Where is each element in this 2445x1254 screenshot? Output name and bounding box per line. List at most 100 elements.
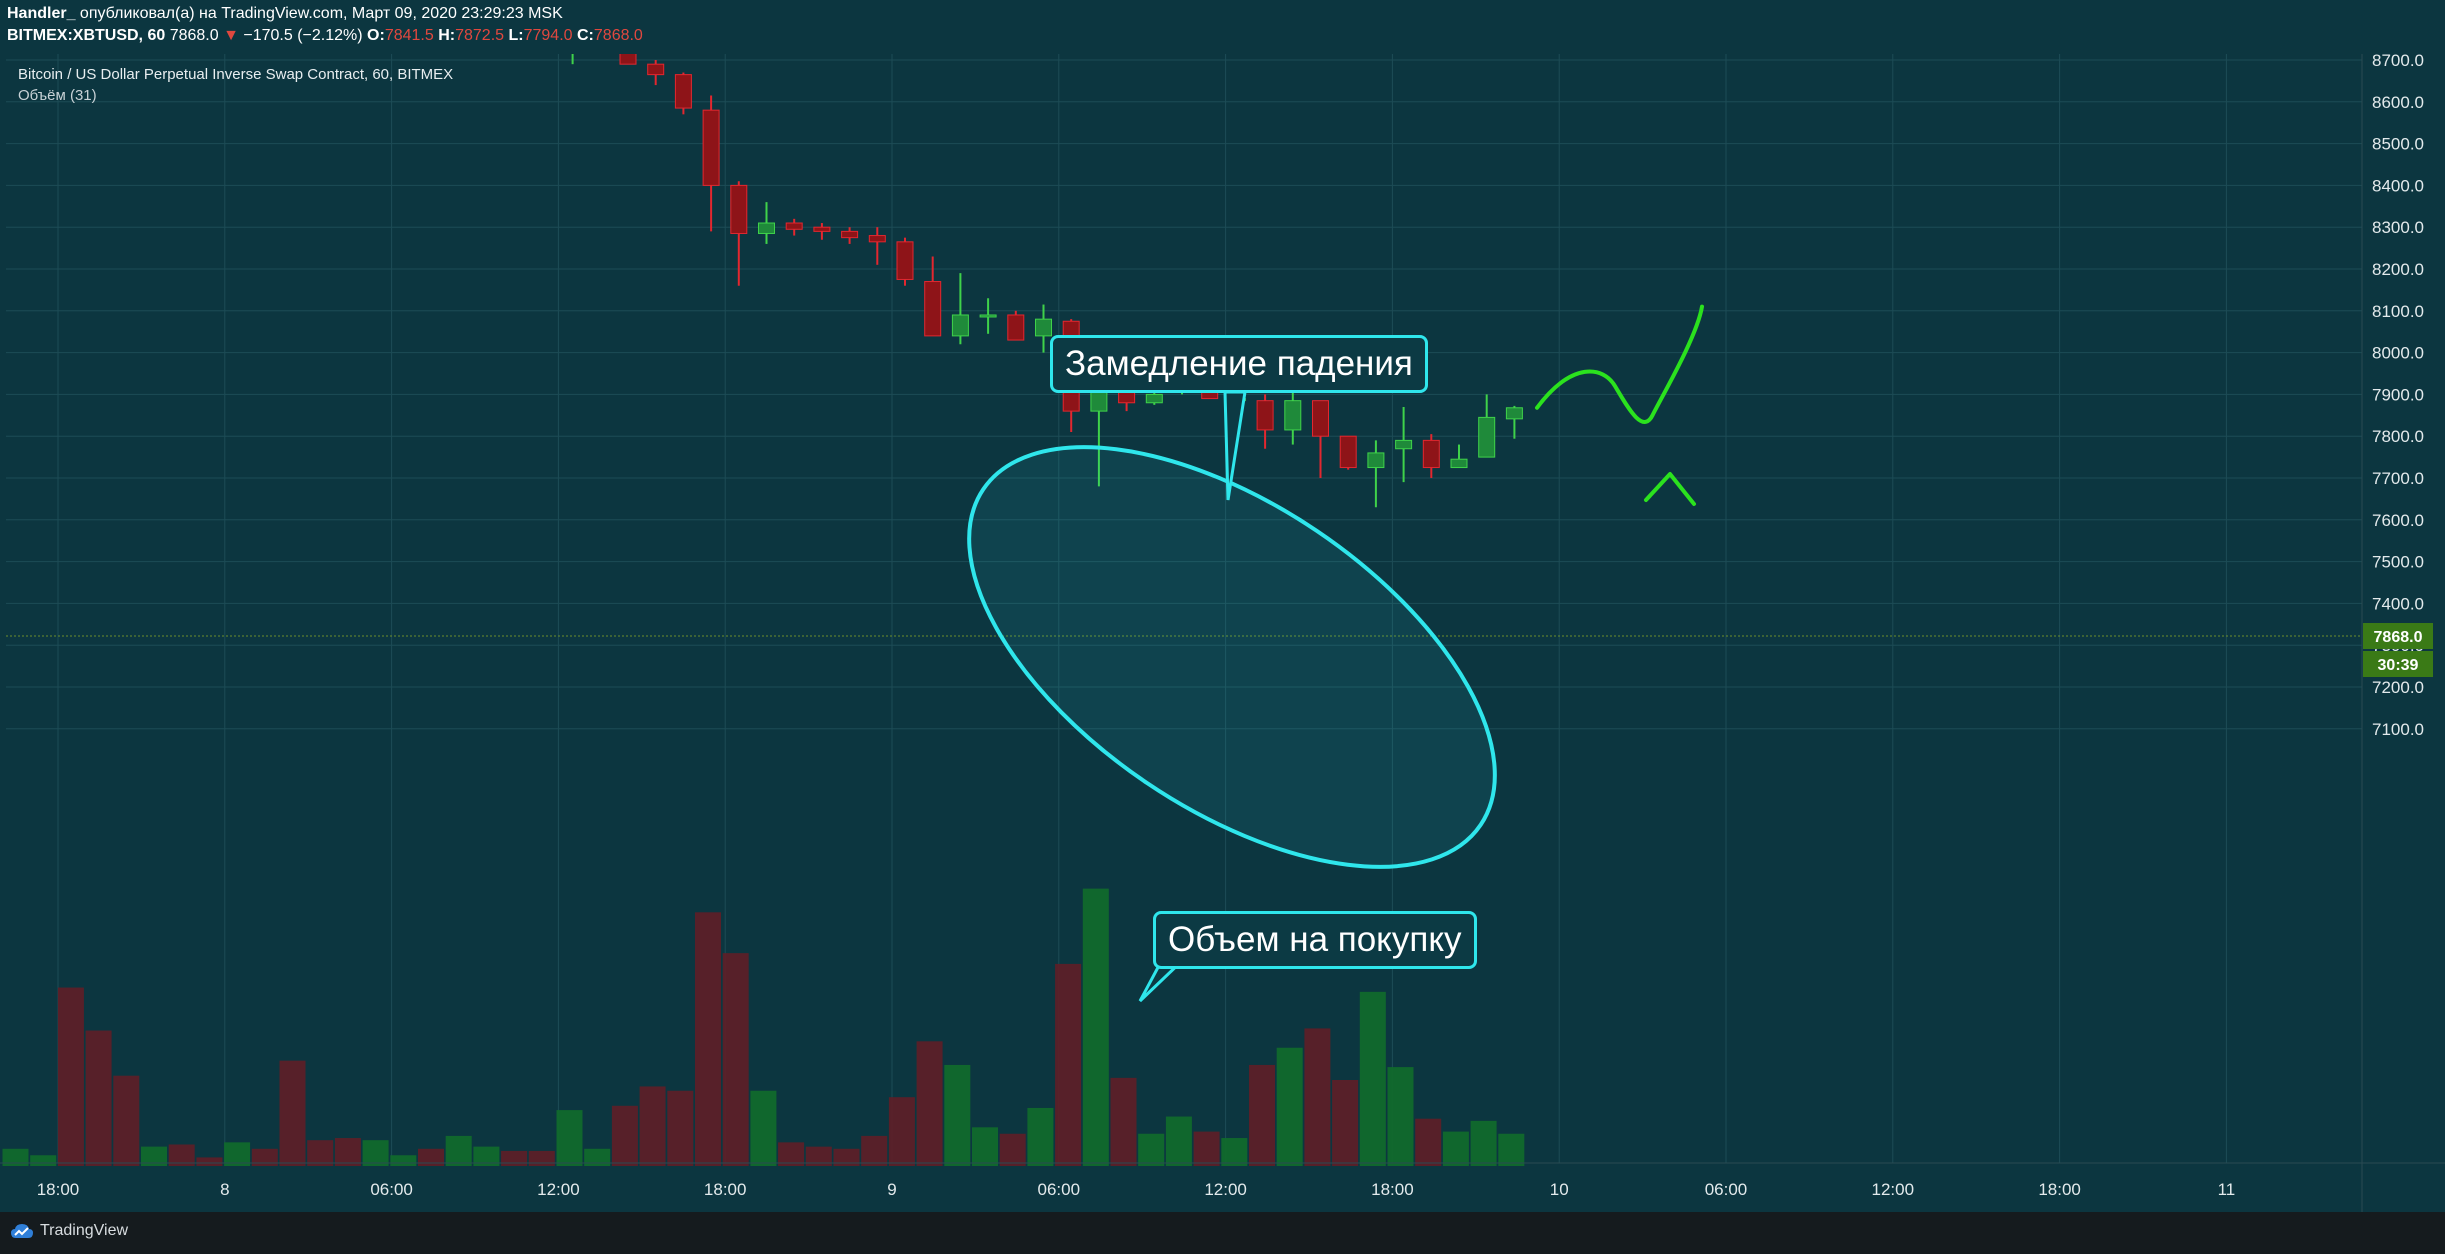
instrument-legend[interactable]: Bitcoin / US Dollar Perpetual Inverse Sw…	[18, 66, 454, 83]
volume-bar	[279, 1060, 306, 1166]
volume-bar	[888, 1097, 915, 1166]
volume-bar	[196, 1157, 223, 1166]
low-value: 7794.0	[523, 27, 573, 44]
price-tick-label: 8600.0	[2372, 93, 2424, 112]
open-label: O:	[367, 27, 385, 44]
volume-bar	[307, 1140, 334, 1166]
candle-body	[1395, 439, 1413, 450]
candle-body	[841, 230, 859, 239]
price-tick-label: 8700.0	[2372, 54, 2424, 70]
volume-bar	[2, 1148, 29, 1166]
candle-body	[1145, 393, 1163, 404]
volume-bar	[1415, 1118, 1442, 1166]
candle-body	[1256, 400, 1274, 431]
arrowhead-icon	[1644, 472, 1696, 506]
volume-bar	[1055, 963, 1082, 1166]
volume-bar	[639, 1086, 666, 1166]
candle-body	[1478, 416, 1496, 458]
volume-bar	[1165, 1116, 1192, 1166]
candle-body	[1312, 400, 1329, 437]
candle-body	[1450, 458, 1468, 469]
volume-bar	[584, 1148, 611, 1166]
author-name[interactable]: Handler_	[7, 5, 76, 22]
volume-bar	[972, 1127, 998, 1166]
volume-bar	[362, 1140, 389, 1166]
countdown-value: 30:39	[2378, 657, 2419, 674]
time-tick-label: 11	[2218, 1180, 2236, 1199]
volume-bar	[1276, 1047, 1303, 1166]
callout-volume[interactable]: Объем на покупку	[1153, 911, 1477, 969]
price-tick-label: 7800.0	[2372, 427, 2424, 446]
volume-bar	[528, 1150, 555, 1166]
time-tick-label: 12:00	[537, 1180, 580, 1199]
candle-body	[979, 314, 997, 318]
price-tick-label: 8200.0	[2372, 260, 2424, 279]
forecast-arrow[interactable]	[1535, 304, 1704, 424]
volume-bar	[1470, 1120, 1497, 1166]
down-triangle-icon: ▼	[223, 27, 239, 44]
candle-body	[868, 235, 886, 243]
candle-body	[702, 109, 720, 186]
price-axis[interactable]	[2362, 54, 2445, 1163]
price-tick-label: 8400.0	[2372, 176, 2424, 195]
candle-body	[647, 63, 665, 76]
publish-info: Handler_ опубликовал(а) на TradingView.c…	[7, 5, 563, 23]
time-tick-label: 9	[887, 1180, 896, 1199]
time-tick-label: 8	[220, 1180, 229, 1199]
price-tick-label: 7900.0	[2372, 385, 2424, 404]
cloud-icon	[11, 1224, 33, 1238]
time-tick-label: 06:00	[1038, 1180, 1081, 1199]
volume-bar	[1221, 1138, 1248, 1166]
time-tick-label: 18:00	[2038, 1180, 2081, 1199]
volume-bar	[85, 1030, 112, 1166]
volume-bars	[2, 888, 1525, 1166]
volume-bar	[1359, 991, 1386, 1166]
symbol-label[interactable]: BITMEX:XBTUSD, 60	[7, 27, 166, 44]
candle-body	[1007, 314, 1025, 341]
price-axis-labels: 8700.0 8600.0 8500.0 8400.0 8300.0 8200.0 8100…	[2372, 54, 2424, 739]
highlight-ellipse[interactable]	[898, 363, 1565, 951]
candle-body	[924, 281, 942, 337]
candle-body	[730, 184, 748, 234]
candle-body	[1505, 407, 1523, 420]
price-chart[interactable]: 8700.08600.08500.08400.08300.08200.08100…	[0, 54, 2445, 1212]
time-tick-label: 18:00	[37, 1180, 80, 1199]
volume-bar	[778, 1142, 805, 1166]
price-tick-label: 7500.0	[2372, 553, 2424, 572]
time-tick-label: 12:00	[1872, 1180, 1915, 1199]
volume-bar	[1027, 1107, 1054, 1166]
volume-bar	[390, 1155, 417, 1166]
volume-bar	[418, 1148, 444, 1166]
volume-bar	[1193, 1131, 1220, 1166]
candle-body	[785, 222, 803, 230]
tradingview-logo[interactable]: TradingView	[10, 1222, 128, 1240]
last-price: 7868.0	[169, 27, 219, 44]
volume-bar	[1082, 888, 1109, 1166]
time-tick-label: 06:00	[1705, 1180, 1748, 1199]
volume-bar	[113, 1075, 140, 1166]
published-text: опубликовал(а) на TradingView.com, Март …	[79, 5, 563, 22]
close-label: C:	[577, 27, 594, 44]
volume-bar	[224, 1142, 251, 1166]
price-tick-label: 7200.0	[2372, 678, 2424, 697]
volume-bar	[1498, 1133, 1525, 1166]
candle-body	[674, 74, 692, 109]
price-tick-label: 7100.0	[2372, 720, 2424, 739]
volume-bar	[805, 1146, 832, 1166]
close-value: 7868.0	[593, 27, 643, 44]
volume-bar	[501, 1150, 528, 1166]
time-tick-label: 12:00	[1204, 1180, 1247, 1199]
candle-body	[1367, 452, 1385, 469]
volume-bar	[722, 953, 749, 1166]
header-bar: Handler_ опубликовал(а) на TradingView.c…	[0, 0, 2445, 55]
high-value: 7872.5	[455, 27, 505, 44]
volume-legend[interactable]: Объём (31)	[18, 87, 97, 104]
price-tick-label: 7700.0	[2372, 469, 2424, 488]
candle-body	[1339, 435, 1357, 469]
price-tick-label: 7400.0	[2372, 594, 2424, 613]
callout-slowdown[interactable]: Замедление падения	[1050, 335, 1428, 393]
volume-bar	[251, 1148, 278, 1166]
volume-bar	[861, 1135, 888, 1166]
volume-bar	[1304, 1028, 1331, 1166]
candle-body	[896, 241, 914, 280]
